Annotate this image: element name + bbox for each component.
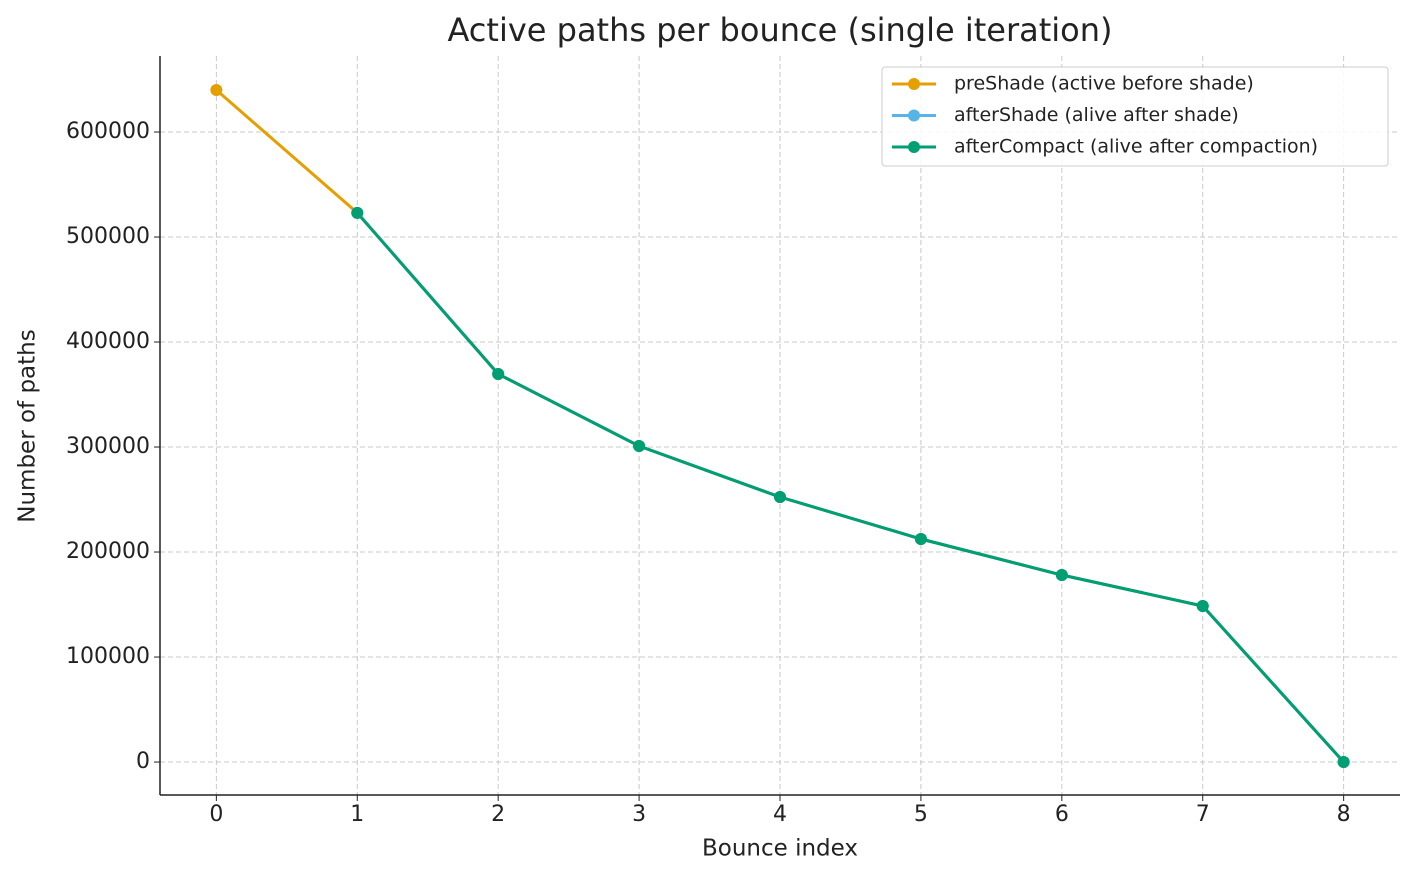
legend-label: afterShade (alive after shade) bbox=[954, 104, 1239, 126]
x-tick-label: 4 bbox=[773, 802, 787, 827]
legend-marker bbox=[908, 109, 920, 122]
x-axis-label: Bounce index bbox=[702, 836, 858, 862]
x-tick-label: 1 bbox=[350, 802, 364, 827]
data-point bbox=[210, 84, 223, 97]
data-point bbox=[351, 206, 364, 219]
x-tick-label: 3 bbox=[632, 802, 646, 827]
x-tick-label: 2 bbox=[491, 802, 505, 827]
y-tick-label: 600000 bbox=[66, 119, 150, 144]
x-tick-label: 8 bbox=[1337, 802, 1351, 827]
y-tick-label: 300000 bbox=[66, 434, 150, 459]
data-point bbox=[1055, 569, 1068, 582]
legend-marker bbox=[908, 141, 920, 153]
legend-label: afterCompact (alive after compaction) bbox=[954, 136, 1318, 158]
legend-box bbox=[881, 66, 1389, 167]
y-tick-label: 200000 bbox=[66, 539, 150, 564]
x-tick-label: 0 bbox=[209, 802, 223, 827]
legend-marker bbox=[908, 78, 920, 90]
y-tick-label: 500000 bbox=[66, 224, 150, 249]
x-tick-label: 5 bbox=[914, 802, 928, 827]
x-tick-label: 7 bbox=[1196, 802, 1210, 827]
data-point bbox=[774, 491, 786, 504]
data-point bbox=[914, 533, 927, 546]
x-tick-label: 6 bbox=[1055, 802, 1069, 827]
chart-title: Active paths per bounce (single iteratio… bbox=[447, 11, 1112, 49]
series-line bbox=[356, 211, 1345, 764]
data-point bbox=[492, 368, 505, 381]
legend: preShade (active before shade) afterShade… bbox=[881, 66, 1389, 167]
legend-label: preShade (active before shade) bbox=[954, 73, 1254, 95]
y-tick-label: 0 bbox=[136, 749, 150, 774]
data-point bbox=[1337, 756, 1350, 769]
data-point bbox=[1196, 599, 1209, 612]
y-tick-label: 400000 bbox=[66, 329, 150, 354]
y-axis-label: Number of paths bbox=[15, 329, 41, 522]
data-point bbox=[633, 439, 646, 452]
y-tick-label: 100000 bbox=[66, 644, 150, 669]
series-line bbox=[356, 211, 1345, 764]
